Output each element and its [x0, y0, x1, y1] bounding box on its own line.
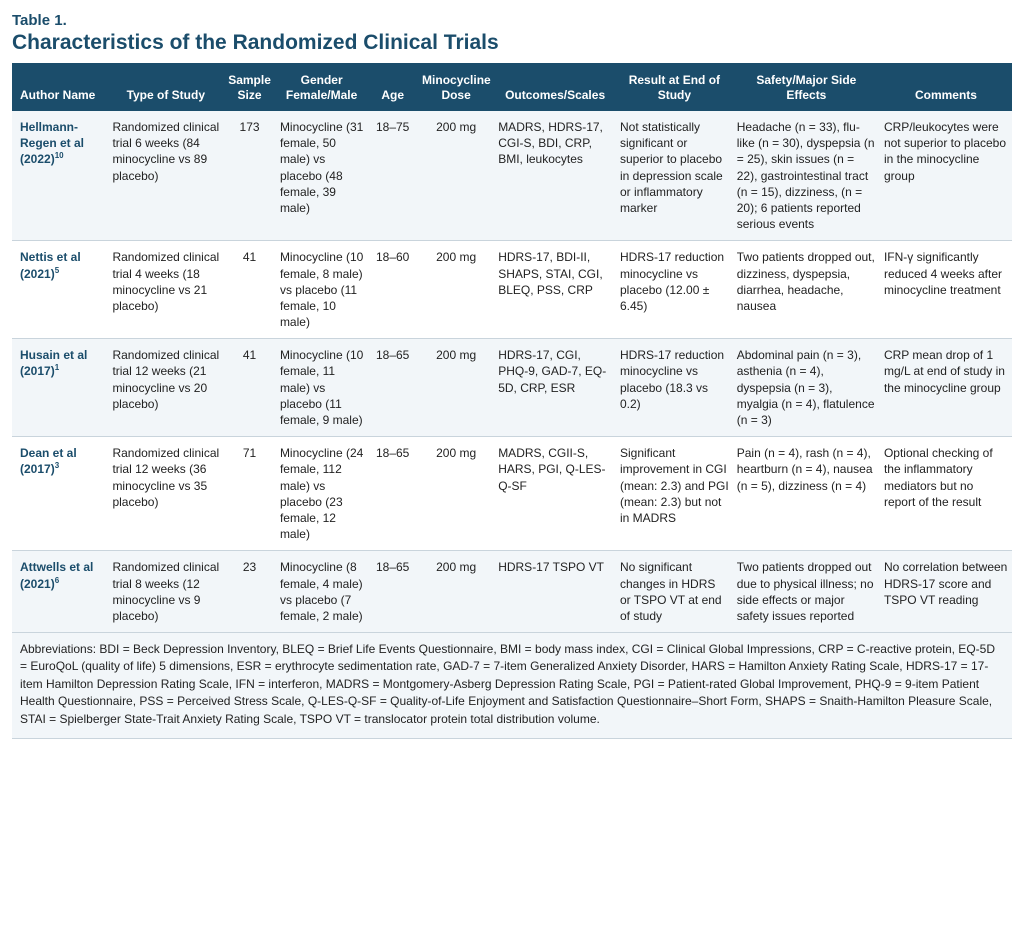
- cell-author: Hellmann-Regen et al (2022)10: [12, 111, 108, 241]
- cell-safety: Pain (n = 4), rash (n = 4), heartburn (n…: [733, 437, 880, 551]
- cell-age: 18–65: [367, 339, 418, 437]
- cell-safety: Headache (n = 33), flu-like (n = 30), dy…: [733, 111, 880, 241]
- abbreviations: Abbreviations: BDI = Beck Depression Inv…: [12, 633, 1012, 739]
- table-row: Dean et al (2017)3Randomized clinical tr…: [12, 437, 1012, 551]
- cell-result: Significant improvement in CGI (mean: 2.…: [616, 437, 733, 551]
- cell-age: 18–75: [367, 111, 418, 241]
- col-outcomes: Outcomes/Scales: [494, 63, 616, 111]
- cell-author: Dean et al (2017)3: [12, 437, 108, 551]
- cell-type: Randomized clinical trial 6 weeks (84 mi…: [108, 111, 223, 241]
- cell-dose: 200 mg: [418, 111, 494, 241]
- cell-age: 18–65: [367, 551, 418, 633]
- cell-comments: No correlation between HDRS-17 score and…: [880, 551, 1012, 633]
- cell-dose: 200 mg: [418, 551, 494, 633]
- cell-comments: IFN-γ significantly reduced 4 weeks afte…: [880, 241, 1012, 339]
- cell-sample: 173: [223, 111, 276, 241]
- cell-type: Randomized clinical trial 4 weeks (18 mi…: [108, 241, 223, 339]
- col-author: Author Name: [12, 63, 108, 111]
- cell-dose: 200 mg: [418, 339, 494, 437]
- col-result: Result at End of Study: [616, 63, 733, 111]
- col-type: Type of Study: [108, 63, 223, 111]
- cell-type: Randomized clinical trial 8 weeks (12 mi…: [108, 551, 223, 633]
- cell-gender: Minocycline (10 female, 8 male) vs place…: [276, 241, 367, 339]
- cell-sample: 71: [223, 437, 276, 551]
- table-label: Table 1.: [12, 12, 1012, 29]
- col-dose: Minocycline Dose: [418, 63, 494, 111]
- cell-author: Attwells et al (2021)6: [12, 551, 108, 633]
- cell-gender: Minocycline (31 female, 50 male) vs plac…: [276, 111, 367, 241]
- cell-age: 18–60: [367, 241, 418, 339]
- table-body: Hellmann-Regen et al (2022)10Randomized …: [12, 111, 1012, 633]
- cell-author: Husain et al (2017)1: [12, 339, 108, 437]
- cell-outcomes: HDRS-17 TSPO VT: [494, 551, 616, 633]
- cell-comments: CRP/leukocytes were not superior to plac…: [880, 111, 1012, 241]
- cell-gender: Minocycline (24 female, 112 male) vs pla…: [276, 437, 367, 551]
- cell-result: No significant changes in HDRS or TSPO V…: [616, 551, 733, 633]
- col-age: Age: [367, 63, 418, 111]
- cell-safety: Two patients dropped out, dizziness, dys…: [733, 241, 880, 339]
- col-sample: Sample Size: [223, 63, 276, 111]
- cell-dose: 200 mg: [418, 241, 494, 339]
- trials-table: Author Name Type of Study Sample Size Ge…: [12, 63, 1012, 633]
- cell-author: Nettis et al (2021)5: [12, 241, 108, 339]
- cell-safety: Two patients dropped out due to physical…: [733, 551, 880, 633]
- cell-outcomes: MADRS, HDRS-17, CGI-S, BDI, CRP, BMI, le…: [494, 111, 616, 241]
- cell-age: 18–65: [367, 437, 418, 551]
- cell-comments: Optional checking of the inflammatory me…: [880, 437, 1012, 551]
- cell-comments: CRP mean drop of 1 mg/L at end of study …: [880, 339, 1012, 437]
- table-row: Husain et al (2017)1Randomized clinical …: [12, 339, 1012, 437]
- cell-sample: 41: [223, 241, 276, 339]
- cell-gender: Minocycline (10 female, 11 male) vs plac…: [276, 339, 367, 437]
- cell-type: Randomized clinical trial 12 weeks (21 m…: [108, 339, 223, 437]
- cell-outcomes: HDRS-17, BDI-II, SHAPS, STAI, CGI, BLEQ,…: [494, 241, 616, 339]
- cell-gender: Minocycline (8 female, 4 male) vs placeb…: [276, 551, 367, 633]
- table-title: Characteristics of the Randomized Clinic…: [12, 31, 1012, 55]
- cell-outcomes: MADRS, CGII-S, HARS, PGI, Q-LES-Q-SF: [494, 437, 616, 551]
- cell-sample: 23: [223, 551, 276, 633]
- col-gender: Gender Female/Male: [276, 63, 367, 111]
- table-header: Author Name Type of Study Sample Size Ge…: [12, 63, 1012, 111]
- cell-dose: 200 mg: [418, 437, 494, 551]
- cell-type: Randomized clinical trial 12 weeks (36 m…: [108, 437, 223, 551]
- table-row: Nettis et al (2021)5Randomized clinical …: [12, 241, 1012, 339]
- table-row: Hellmann-Regen et al (2022)10Randomized …: [12, 111, 1012, 241]
- table-row: Attwells et al (2021)6Randomized clinica…: [12, 551, 1012, 633]
- cell-result: HDRS-17 reduction minocycline vs placebo…: [616, 241, 733, 339]
- cell-result: HDRS-17 reduction minocycline vs placebo…: [616, 339, 733, 437]
- cell-result: Not statistically significant or superio…: [616, 111, 733, 241]
- col-comments: Comments: [880, 63, 1012, 111]
- cell-safety: Abdominal pain (n = 3), asthenia (n = 4)…: [733, 339, 880, 437]
- table-container: Table 1. Characteristics of the Randomiz…: [12, 12, 1012, 739]
- col-safety: Safety/Major Side Effects: [733, 63, 880, 111]
- cell-outcomes: HDRS-17, CGI, PHQ-9, GAD-7, EQ-5D, CRP, …: [494, 339, 616, 437]
- cell-sample: 41: [223, 339, 276, 437]
